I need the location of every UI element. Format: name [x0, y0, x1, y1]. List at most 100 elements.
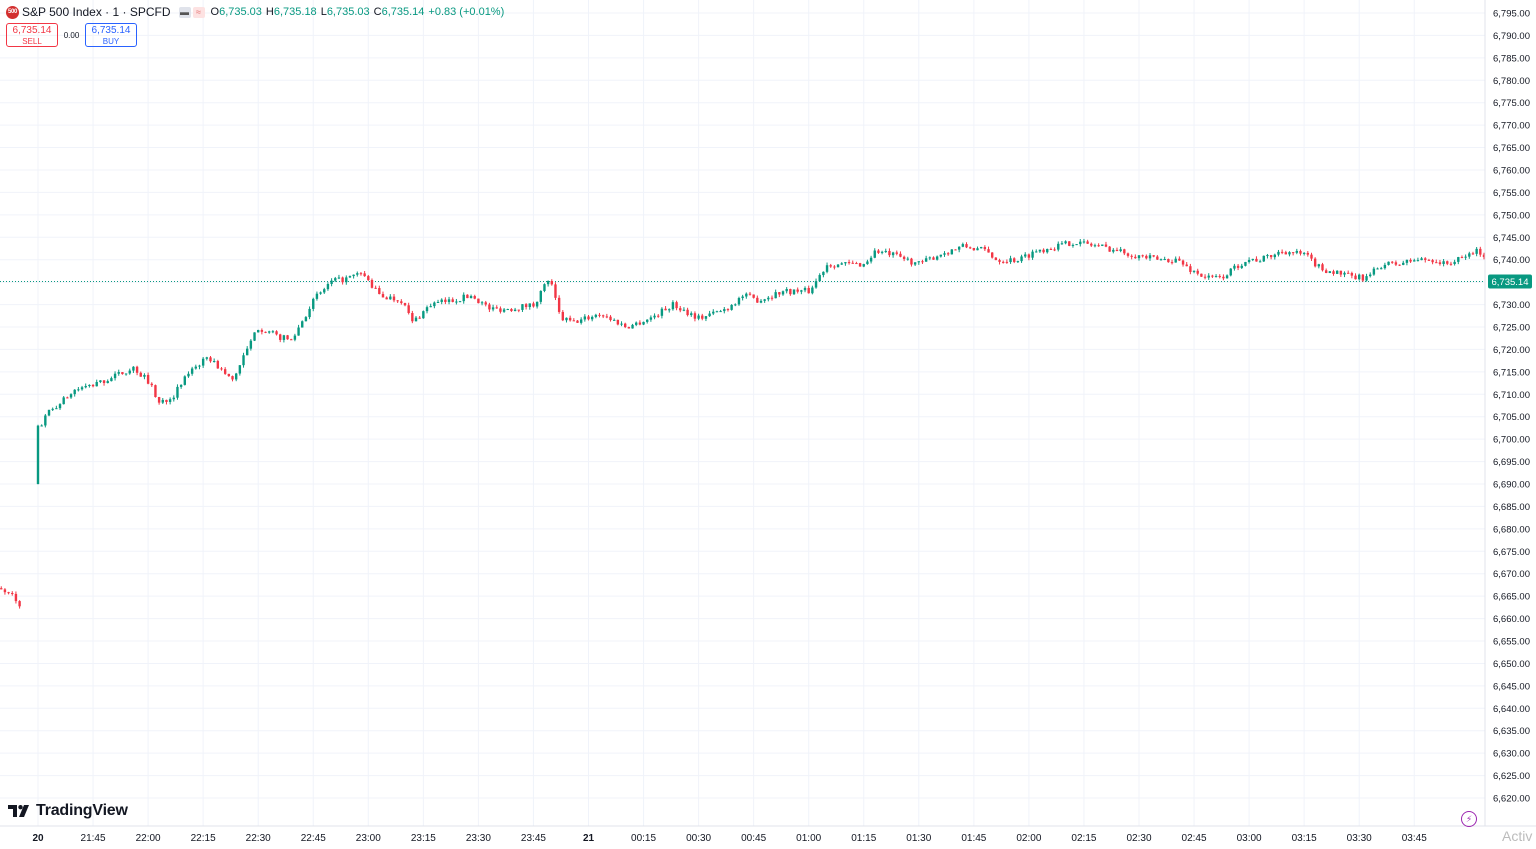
candle — [1068, 241, 1071, 247]
candle — [624, 322, 627, 329]
sell-label: SELL — [22, 37, 42, 46]
candle — [469, 294, 473, 299]
candle — [1108, 246, 1111, 252]
candle — [374, 285, 377, 289]
candle — [646, 319, 649, 324]
candle — [1361, 274, 1365, 282]
candle — [293, 333, 297, 342]
collapse-icon[interactable]: ▬ — [178, 6, 191, 18]
candle — [668, 308, 671, 313]
lightning-icon[interactable]: ⚡ — [1461, 811, 1477, 827]
candle — [601, 314, 605, 319]
candle — [1145, 254, 1148, 260]
time-axis[interactable]: 20 21:45 22:00 22:15 22:30 22:45 23:00 23:15 23:… — [0, 825, 1536, 844]
candle — [1167, 258, 1170, 263]
candle — [822, 271, 825, 278]
candle — [1211, 274, 1214, 278]
candle — [1332, 269, 1335, 276]
candle — [631, 323, 634, 329]
compare-icon[interactable]: ≈ — [192, 6, 205, 18]
candle — [499, 306, 502, 314]
candle — [572, 318, 576, 322]
candle — [1394, 260, 1398, 267]
candle — [1042, 248, 1045, 254]
price-tick-label: 6,700.00 — [1493, 435, 1530, 446]
candle — [3, 588, 7, 595]
symbol-title[interactable]: S&P 500 Index · 1 · SPCFD — [22, 5, 171, 19]
candle — [290, 338, 293, 341]
candle — [1104, 241, 1108, 248]
candle — [161, 398, 164, 404]
candle — [803, 286, 807, 293]
candle — [495, 305, 498, 309]
candle — [0, 586, 3, 590]
candle — [1141, 254, 1144, 258]
candle — [1376, 267, 1379, 270]
candle — [1273, 253, 1276, 260]
candle — [866, 259, 869, 265]
candle — [245, 346, 249, 356]
candle — [234, 372, 238, 382]
candle — [1090, 242, 1093, 248]
candle — [1064, 240, 1067, 245]
candle — [741, 294, 744, 301]
price-tick-label: 6,625.00 — [1493, 771, 1530, 782]
candle — [1460, 255, 1464, 259]
candle — [117, 369, 120, 376]
candle — [1075, 244, 1078, 246]
candle — [356, 271, 359, 277]
candle — [576, 320, 579, 323]
candle — [748, 291, 752, 296]
candle — [891, 251, 895, 258]
candle — [11, 591, 14, 596]
candle — [979, 246, 983, 249]
price-axis[interactable]: 6,795.00 6,790.00 6,785.00 6,780.00 6,775.00… — [1484, 0, 1536, 849]
candle — [869, 255, 873, 264]
candle — [609, 315, 612, 322]
candle — [924, 255, 928, 262]
tradingview-logo[interactable]: TradingView — [8, 802, 128, 820]
change-value: +0.83 (+0.01%) — [428, 6, 505, 18]
candle — [47, 409, 51, 417]
candle — [1346, 270, 1350, 274]
candle — [789, 288, 792, 296]
candle — [1335, 270, 1339, 275]
candle — [209, 356, 212, 363]
candle — [1218, 274, 1221, 279]
close-label: C — [373, 6, 382, 18]
candle — [568, 315, 572, 322]
candle — [913, 262, 917, 267]
buy-button[interactable]: 6,735.14 BUY — [85, 23, 137, 47]
candle — [1387, 261, 1390, 266]
candle — [932, 256, 935, 260]
last-price-value: 6,735.14 — [1492, 277, 1529, 288]
candle — [906, 256, 909, 261]
candle — [418, 316, 421, 319]
candle — [1200, 273, 1203, 277]
candle — [880, 250, 884, 255]
candle — [212, 358, 216, 363]
time-tick-label: 00:15 — [631, 833, 656, 844]
candle — [1119, 246, 1122, 253]
candle — [939, 254, 943, 258]
candle — [7, 591, 10, 595]
candle — [348, 275, 352, 279]
candle — [455, 298, 458, 305]
candle — [1244, 261, 1247, 267]
candle — [818, 273, 821, 282]
time-tick-label: 00:45 — [741, 833, 766, 844]
chart-grid — [0, 0, 1485, 826]
candle — [1310, 252, 1313, 261]
open-label: O — [210, 6, 220, 18]
candle — [1112, 248, 1115, 254]
sell-button[interactable]: 6,735.14 SELL — [6, 23, 58, 47]
candle — [620, 321, 623, 327]
candle — [557, 295, 561, 314]
candle — [1380, 266, 1383, 270]
high-label: H — [265, 6, 274, 18]
candle — [811, 285, 814, 295]
candle — [367, 274, 370, 282]
spread-value: 0.00 — [63, 30, 80, 40]
price-tick-label: 6,715.00 — [1493, 367, 1530, 378]
